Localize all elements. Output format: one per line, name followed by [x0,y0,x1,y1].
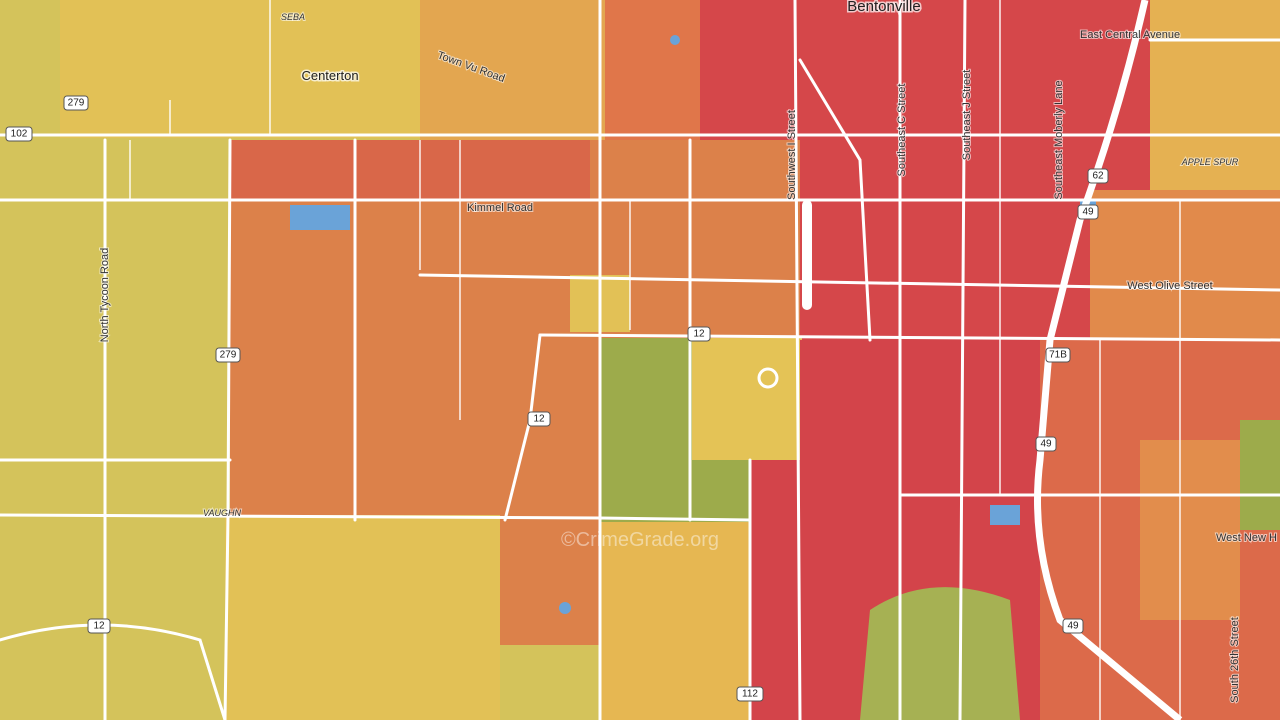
route-shield: 12 [527,411,551,427]
route-shield: 112 [736,686,764,702]
region [1240,420,1280,530]
runway [802,200,812,310]
place-label: SEBA [281,12,305,22]
place-label: Centerton [301,68,358,83]
road-label: Southeast J Street [961,70,973,161]
shields: 279 279 102 12 12 12 62 49 49 49 71B 112 [5,95,1109,702]
region [605,0,715,145]
shield-label: 279 [220,350,237,361]
pond [670,35,680,45]
region [1150,0,1280,200]
route-shield: 49 [1035,436,1057,452]
route-shield: 12 [87,618,111,634]
region [600,338,692,460]
shield-label: 279 [68,98,85,109]
shield-label: 49 [1040,439,1052,450]
shield-label: 12 [693,329,705,340]
route-shield: 279 [215,347,241,363]
road-label: East Central Avenue [1080,29,1180,41]
road-label: West Olive Street [1127,280,1212,292]
lake [290,205,350,230]
shield-label: 71B [1049,350,1067,361]
region [1090,190,1280,340]
road-label: Southeast C Street [896,84,908,177]
lake [990,505,1020,525]
road [958,0,967,720]
shield-label: 49 [1067,621,1079,632]
route-shield: 62 [1087,168,1109,184]
route-shield: 102 [5,126,33,142]
street [129,0,1181,720]
pond [559,602,571,614]
shield-label: 62 [1092,171,1104,182]
roundabout [757,367,779,389]
place-label: VAUGHN [203,508,242,518]
road [223,138,232,720]
region [860,587,1020,720]
watermark: ©CrimeGrade.org [561,529,719,551]
road [418,273,1280,292]
road [798,58,872,342]
region [230,140,590,200]
region [60,0,430,138]
road-label: Kimmel Road [467,202,533,214]
place-label: APPLE SPUR [1181,157,1239,167]
region [420,0,610,140]
region [500,420,600,645]
place-label: Bentonville [847,0,920,15]
road-label: North Tycoon Road [99,248,111,343]
road [538,333,1280,342]
region [600,460,750,522]
shield-label: 12 [533,414,545,425]
route-shield: 71B [1045,347,1071,363]
region [1140,440,1240,620]
region [692,338,802,460]
road-label: West New H [1216,532,1277,544]
road [793,0,802,720]
region [225,515,500,720]
route-shield: 12 [687,326,711,342]
shield-label: 112 [742,689,758,700]
shield-label: 49 [1082,207,1094,218]
route-shield: 279 [63,95,89,111]
road-label: Southeast Moberly Lane [1053,80,1065,199]
shield-label: 102 [11,129,28,140]
shield-label: 12 [93,621,105,632]
route-shield: 49 [1062,618,1084,634]
highway [1034,0,1183,720]
route-shield: 49 [1077,204,1099,220]
road-label: Southwest I Street [786,110,798,200]
road-label: South 26th Street [1229,617,1241,703]
region [600,522,750,720]
